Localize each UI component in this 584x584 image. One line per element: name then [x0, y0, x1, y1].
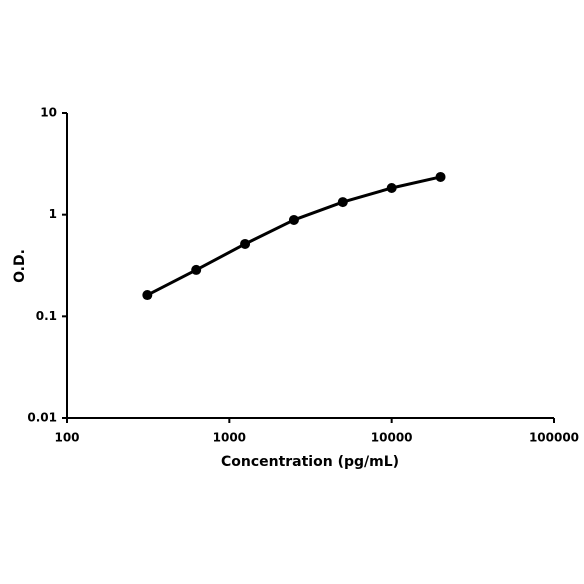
- x-tick-label: 10000: [371, 431, 413, 445]
- data-point: [386, 182, 397, 193]
- data-line: [146, 175, 441, 297]
- x-tick-label: 100: [54, 431, 79, 445]
- y-tick-label: 0.01: [27, 411, 57, 425]
- y-tick-label: 10: [40, 106, 57, 120]
- data-point: [142, 290, 153, 301]
- y-tick-label: 1: [49, 207, 57, 221]
- data-point: [191, 264, 202, 275]
- data-point: [337, 197, 348, 208]
- x-tick-label: 100000: [529, 431, 579, 445]
- x-axis-label: Concentration (pg/mL): [221, 454, 399, 470]
- data-point: [288, 214, 299, 225]
- data-point: [240, 238, 251, 249]
- y-axis-label: O.D.: [12, 249, 28, 283]
- data-point: [435, 171, 446, 182]
- x-tick-label: 1000: [213, 431, 246, 445]
- y-tick-label: 0.1: [36, 309, 57, 323]
